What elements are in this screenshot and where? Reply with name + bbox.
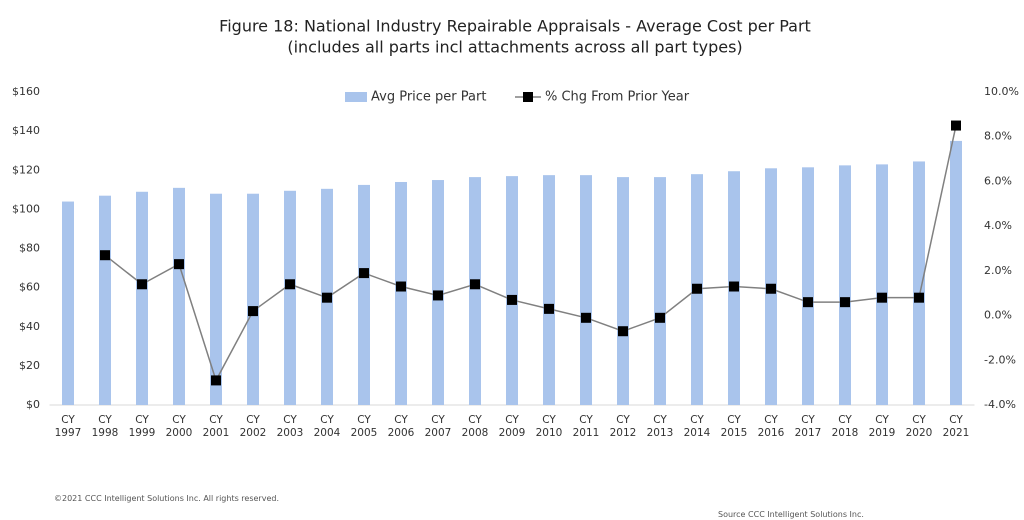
x-tick-label: CY 2008 — [461, 414, 489, 439]
marker — [248, 306, 258, 317]
marker — [729, 281, 739, 292]
bar — [99, 195, 111, 405]
legend-marker — [523, 92, 533, 102]
x-tick-label: CY 1999 — [128, 414, 156, 439]
bar — [580, 175, 592, 405]
x-tick-label: CY 2000 — [165, 414, 193, 439]
y-tick-label: $160 — [12, 85, 40, 98]
y2-tick-label: 8.0% — [984, 130, 1012, 143]
bar — [839, 165, 851, 405]
x-tick-label: CY 2019 — [868, 414, 896, 439]
marker — [507, 294, 517, 305]
marker — [692, 283, 702, 294]
x-tick-label: CY 2013 — [646, 414, 674, 439]
x-tick-label: CY 2021 — [942, 414, 970, 439]
marker — [803, 297, 813, 308]
marker — [877, 292, 887, 303]
marker — [100, 250, 110, 261]
bar — [950, 140, 962, 405]
y-tick-label: $20 — [19, 359, 40, 372]
bar — [802, 167, 814, 405]
bar — [617, 177, 629, 405]
marker — [840, 297, 850, 308]
marker — [359, 268, 369, 279]
marker — [618, 326, 628, 337]
marker — [396, 281, 406, 292]
y-tick-label: $0 — [26, 398, 40, 411]
bar — [284, 190, 296, 405]
x-tick-label: CY 2004 — [313, 414, 341, 439]
bar — [247, 193, 259, 405]
y-tick-label: $80 — [19, 242, 40, 255]
bar — [62, 201, 74, 405]
marker — [581, 312, 591, 323]
y2-tick-label: 0.0% — [984, 309, 1012, 322]
bar — [543, 175, 555, 405]
y-tick-label: $120 — [12, 163, 40, 176]
x-tick-label: CY 2002 — [239, 414, 267, 439]
marker — [137, 279, 147, 290]
x-tick-label: CY 2005 — [350, 414, 378, 439]
legend-label: Avg Price per Part — [371, 90, 486, 105]
marker — [914, 292, 924, 303]
x-tick-label: CY 2020 — [905, 414, 933, 439]
y-tick-label: $100 — [12, 202, 40, 215]
bar — [136, 191, 148, 405]
source: Source CCC Intelligent Solutions Inc. — [718, 510, 864, 519]
legend-label: % Chg From Prior Year — [545, 90, 690, 105]
bar — [654, 177, 666, 405]
x-tick-label: CY 1998 — [91, 414, 119, 439]
bar — [506, 176, 518, 405]
x-tick-label: CY 2003 — [276, 414, 304, 439]
bar — [876, 164, 888, 405]
x-tick-label: CY 2017 — [794, 414, 822, 439]
x-tick-label: CY 2015 — [720, 414, 748, 439]
chart-subtitle: (includes all parts incl attachments acr… — [287, 38, 742, 57]
marker — [470, 279, 480, 290]
x-tick-label: CY 2001 — [202, 414, 230, 439]
bar — [913, 161, 925, 405]
line — [104, 125, 957, 383]
marker — [322, 292, 332, 303]
y2-tick-label: -2.0% — [984, 353, 1016, 366]
x-tick-label: CY 2016 — [757, 414, 785, 439]
y2-tick-label: -4.0% — [984, 398, 1016, 411]
bar — [173, 187, 185, 405]
copyright: ©2021 CCC Intelligent Solutions Inc. All… — [54, 494, 279, 503]
marker — [655, 312, 665, 323]
x-tick-label: CY 2012 — [609, 414, 637, 439]
x-tick-label: CY 2007 — [424, 414, 452, 439]
marker — [544, 303, 554, 314]
x-tick-label: CY 2018 — [831, 414, 859, 439]
y-tick-label: $60 — [19, 281, 40, 294]
y2-tick-label: 2.0% — [984, 264, 1012, 277]
x-tick-label: CY 2009 — [498, 414, 526, 439]
chart-title: Figure 18: National Industry Repairable … — [219, 17, 811, 36]
legend-swatch — [345, 92, 367, 102]
y-tick-label: $40 — [19, 320, 40, 333]
x-tick-label: CY 2006 — [387, 414, 415, 439]
x-tick-label: CY 2011 — [572, 414, 600, 439]
x-tick-label: CY 2014 — [683, 414, 711, 439]
marker — [766, 283, 776, 294]
y2-tick-label: 10.0% — [984, 85, 1019, 98]
bar — [395, 181, 407, 405]
marker — [433, 290, 443, 301]
marker — [951, 120, 961, 131]
y2-tick-label: 4.0% — [984, 219, 1012, 232]
bar — [469, 177, 481, 405]
bar — [210, 193, 222, 405]
x-tick-label: CY 1997 — [54, 414, 82, 439]
y-tick-label: $140 — [12, 124, 40, 137]
marker — [174, 259, 184, 270]
marker — [211, 375, 221, 386]
y2-tick-label: 6.0% — [984, 174, 1012, 187]
x-tick-label: CY 2010 — [535, 414, 563, 439]
marker — [285, 279, 295, 290]
bar — [358, 184, 370, 405]
